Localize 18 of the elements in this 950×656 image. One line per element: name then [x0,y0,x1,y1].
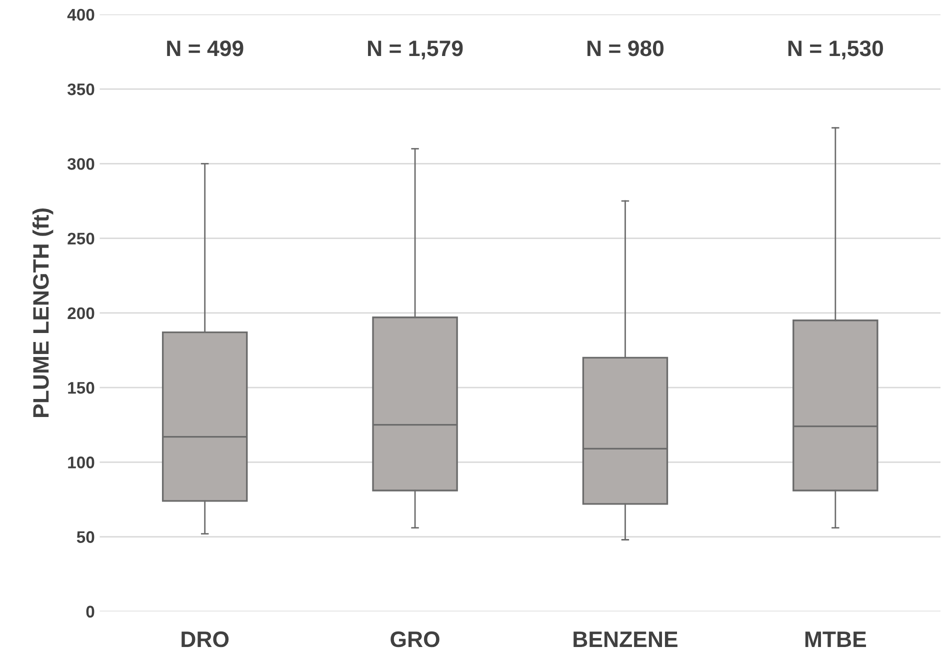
x-tick-label: GRO [390,631,440,648]
y-tick-label: 400 [67,8,94,21]
y-tick-label: 350 [67,83,94,96]
y-tick-label: 200 [68,307,94,320]
annotation: N = 1,579 [368,40,463,60]
y-tick-label: 300 [67,158,94,170]
y-tick-label: 250 [68,232,94,244]
x-tick-label: BENZENE [574,632,678,647]
annotation: N = 1,530 [788,40,883,60]
y-axis-title: PLUME LENGTH (ft) [32,208,54,417]
annotation: N = 499 [167,40,244,56]
y-tick-label: 150 [68,382,94,394]
annotation: N = 980 [587,40,664,56]
y-tick-label: 100 [68,456,94,468]
y-tick-label: 0 [86,606,94,618]
y-tick-label: 50 [76,531,94,543]
x-tick-label: DRO [182,631,229,648]
x-tick-label: MTBE [805,632,866,647]
